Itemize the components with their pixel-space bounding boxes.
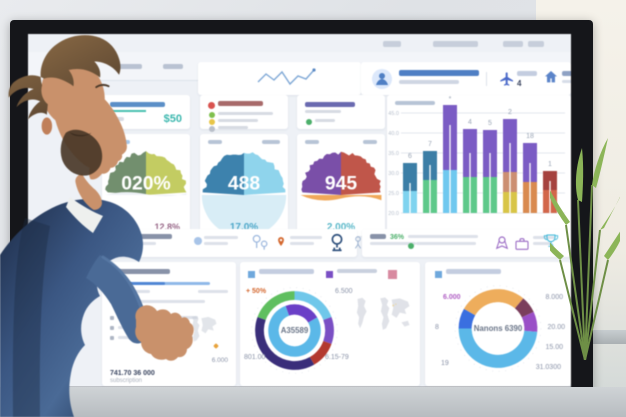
svg-text:Nanons 6390: Nanons 6390 (474, 324, 523, 333)
svg-text:30.0: 30.0 (388, 171, 399, 177)
svg-text:20.0: 20.0 (388, 211, 399, 217)
svg-text:35.0: 35.0 (388, 151, 399, 157)
svg-text:6: 6 (408, 153, 412, 160)
svg-text:45.0: 45.0 (388, 111, 399, 117)
svg-text:945: 945 (325, 173, 357, 195)
svg-text:25.0: 25.0 (388, 191, 399, 197)
svg-text:4: 4 (468, 119, 472, 126)
svg-text:2: 2 (508, 109, 512, 116)
svg-text:40.0: 40.0 (388, 131, 399, 137)
svg-text:5: 5 (488, 120, 492, 127)
svg-text:A35589: A35589 (281, 326, 309, 335)
svg-text:18: 18 (526, 133, 534, 140)
svg-text:*: * (449, 96, 452, 103)
svg-text:7: 7 (428, 141, 432, 148)
svg-text:488: 488 (228, 173, 260, 195)
